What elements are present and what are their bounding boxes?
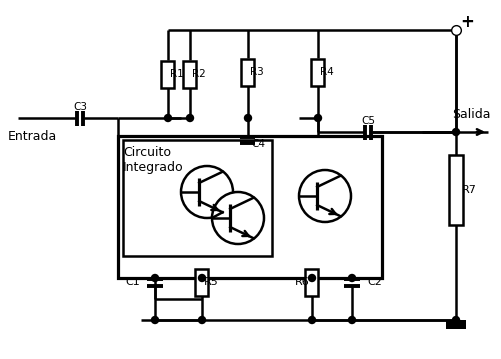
- Text: R6: R6: [295, 277, 310, 287]
- Circle shape: [151, 275, 158, 281]
- Circle shape: [308, 317, 315, 323]
- Text: R3: R3: [249, 67, 263, 77]
- Circle shape: [198, 275, 205, 281]
- Circle shape: [181, 166, 232, 218]
- Bar: [241, 59, 254, 85]
- Bar: [305, 269, 318, 295]
- Bar: [311, 59, 324, 85]
- Text: C1: C1: [125, 277, 140, 287]
- Bar: [445, 320, 465, 329]
- Text: Salida: Salida: [451, 108, 489, 121]
- Circle shape: [164, 115, 171, 121]
- Text: C2: C2: [366, 277, 381, 287]
- Circle shape: [299, 170, 350, 222]
- Text: R7: R7: [461, 185, 476, 195]
- Bar: [195, 269, 208, 295]
- Text: R2: R2: [191, 69, 205, 79]
- Circle shape: [198, 317, 205, 323]
- Circle shape: [244, 115, 251, 121]
- Circle shape: [308, 275, 315, 281]
- Text: R1: R1: [170, 69, 183, 79]
- Text: C4: C4: [250, 139, 265, 149]
- Text: C5: C5: [360, 116, 374, 126]
- Bar: [123, 140, 272, 256]
- Bar: [161, 61, 174, 88]
- Bar: [448, 155, 462, 225]
- Circle shape: [314, 115, 321, 121]
- Text: Integrado: Integrado: [123, 161, 183, 174]
- Text: R4: R4: [319, 67, 333, 77]
- Circle shape: [451, 317, 458, 323]
- Circle shape: [348, 275, 355, 281]
- Circle shape: [451, 129, 458, 135]
- Text: Entrada: Entrada: [8, 130, 57, 143]
- Text: C3: C3: [73, 102, 87, 112]
- Text: R5: R5: [203, 277, 218, 287]
- Bar: [183, 61, 196, 88]
- Circle shape: [348, 317, 355, 323]
- Circle shape: [211, 192, 264, 244]
- Circle shape: [186, 115, 193, 121]
- Bar: [118, 136, 381, 278]
- Circle shape: [151, 317, 158, 323]
- Text: Circuito: Circuito: [123, 146, 171, 159]
- Text: +: +: [459, 13, 473, 31]
